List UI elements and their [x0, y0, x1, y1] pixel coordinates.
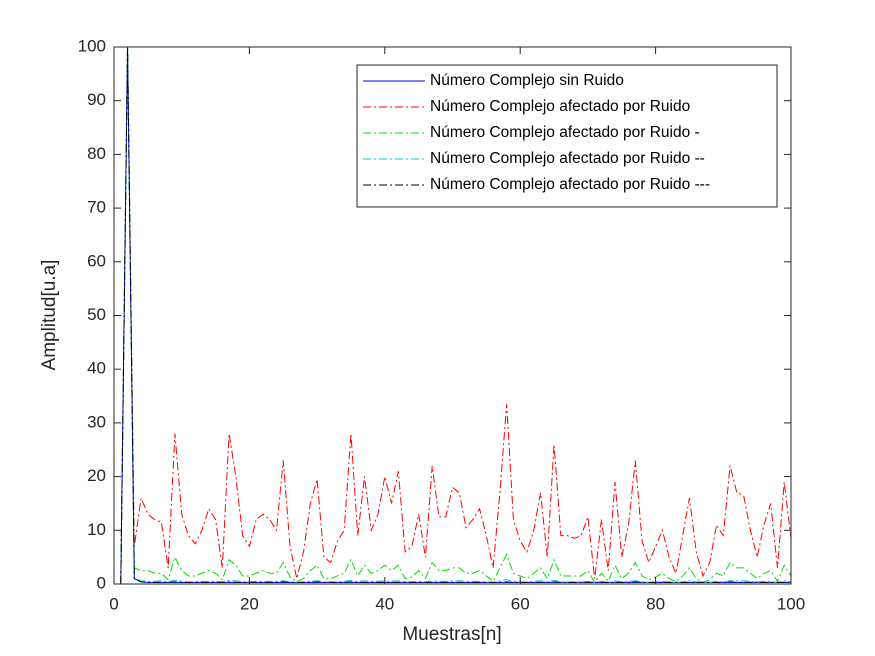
- x-tick-label: 20: [240, 594, 259, 613]
- x-tick-label: 100: [777, 594, 805, 613]
- series-line: [120, 46, 792, 585]
- y-tick-label: 100: [78, 36, 106, 55]
- plot-lines: [120, 46, 792, 585]
- y-tick-label: 40: [87, 359, 106, 378]
- x-axis-label: Muestras[n]: [402, 624, 501, 645]
- legend-label: Número Complejo afectado por Ruido -: [430, 124, 700, 141]
- y-tick-label: 0: [97, 573, 106, 592]
- legend-label: Número Complejo afectado por Ruido --: [430, 150, 705, 167]
- legend-label: Número Complejo afectado por Ruido ---: [430, 176, 710, 193]
- y-tick-label: 90: [87, 90, 106, 109]
- legend-label: Número Complejo afectado por Ruido: [430, 98, 690, 115]
- y-tick-label: 30: [87, 412, 106, 431]
- y-tick-label: 60: [87, 251, 106, 270]
- y-tick-label: 20: [87, 466, 106, 485]
- series-line: [120, 46, 792, 585]
- legend-label: Número Complejo sin Ruido: [430, 72, 624, 89]
- series-line: [120, 46, 792, 585]
- x-tick-label: 40: [375, 594, 394, 613]
- y-tick-label: 80: [87, 144, 106, 163]
- legend: Número Complejo sin Ruido Número Complejo…: [356, 64, 778, 208]
- x-tick-label: 0: [109, 594, 118, 613]
- x-tick-label: 80: [646, 594, 665, 613]
- y-tick-label: 70: [87, 198, 106, 217]
- y-tick-label: 10: [87, 520, 106, 539]
- y-tick-label: 50: [87, 305, 106, 324]
- x-tick-label: 60: [511, 594, 530, 613]
- legend-box: [356, 64, 778, 208]
- y-axis-label: Amplitud[u.a]: [39, 260, 60, 371]
